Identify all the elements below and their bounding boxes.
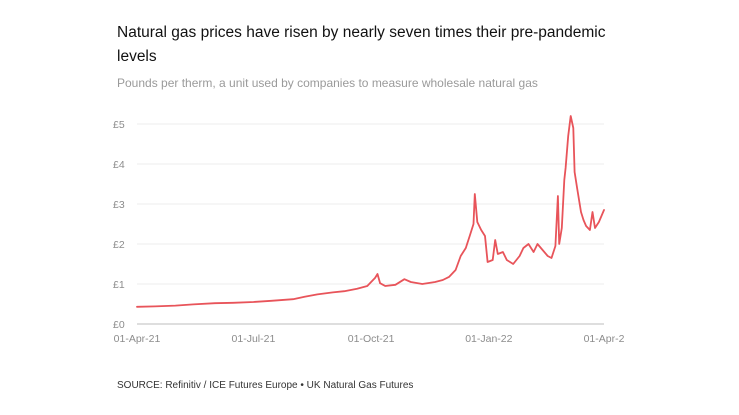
y-tick-label: £2 [113,239,125,251]
y-tick-label: £4 [113,159,125,171]
chart-subtitle: Pounds per therm, a unit used by compani… [117,76,538,90]
x-tick-label: 01-Apr-2 [584,333,625,345]
x-tick-label: 01-Apr-21 [114,333,161,345]
x-tick-label: 01-Oct-21 [348,333,395,345]
source-note: SOURCE: Refinitiv / ICE Futures Europe •… [117,380,414,391]
x-tick-label: 01-Jan-22 [465,333,512,345]
y-tick-label: £1 [113,279,125,291]
y-tick-label: £3 [113,199,125,211]
y-tick-label: £0 [113,319,125,331]
y-tick-label: £5 [113,119,125,131]
price-series-line [136,115,605,308]
x-tick-label: 01-Jul-21 [232,333,276,345]
chart-title: Natural gas prices have risen by nearly … [117,24,606,65]
